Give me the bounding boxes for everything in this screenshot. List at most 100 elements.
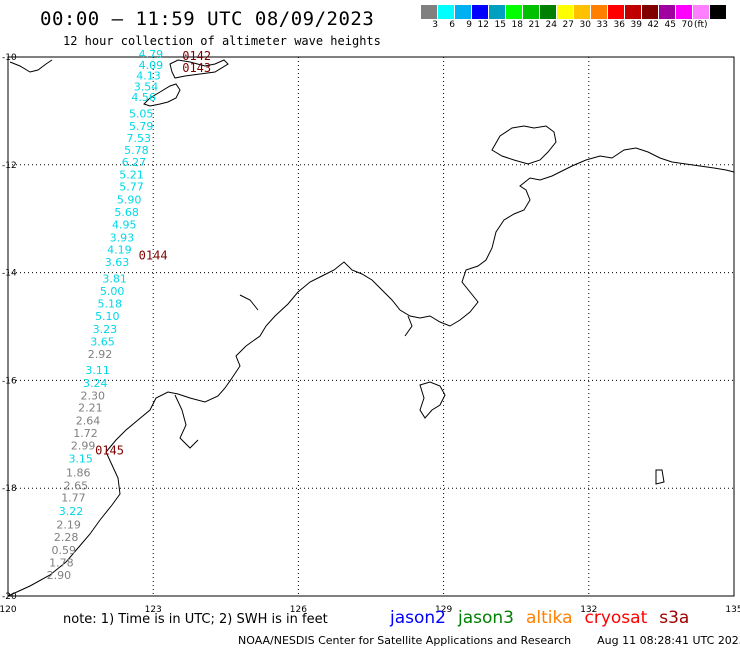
- legend-swatch: [625, 5, 642, 19]
- legend-label: 30: [579, 20, 591, 30]
- wave-height-value: 5.90: [117, 194, 142, 207]
- legend-swatch: [642, 5, 659, 19]
- latitude-tick-label: -16: [2, 376, 17, 386]
- wave-height-value: 5.10: [95, 310, 120, 323]
- legend-swatch: [693, 5, 710, 19]
- pass-time-label: 0145: [95, 443, 124, 457]
- legend-swatch: [608, 5, 625, 19]
- coastline-segment: [491, 125, 557, 165]
- credit-text: NOAA/NESDIS Center for Satellite Applica…: [238, 634, 572, 647]
- legend-swatch: [574, 5, 591, 19]
- wave-height-value: 2.21: [78, 402, 103, 415]
- coastline-segment: [174, 394, 199, 449]
- longitude-tick-label: 132: [580, 605, 597, 615]
- legend-swatch: [506, 5, 523, 19]
- legend-unit: (ft): [694, 20, 708, 30]
- wave-height-value: 2.30: [81, 389, 106, 402]
- wave-height-value: 5.00: [100, 285, 125, 298]
- coastline-segment: [169, 59, 229, 79]
- legend-label: 70: [681, 20, 693, 30]
- legend-label: 24: [545, 20, 557, 30]
- legend-swatch: [421, 5, 438, 19]
- wave-height-value: 5.18: [97, 298, 122, 311]
- legend-swatch: [591, 5, 608, 19]
- pass-time-label: 0144: [139, 248, 168, 262]
- legend-swatch: [523, 5, 540, 19]
- wave-height-value: 2.64: [76, 415, 101, 428]
- legend-swatch: [438, 5, 455, 19]
- map-subtitle: 12 hour collection of altimeter wave hei…: [63, 34, 381, 48]
- longitude-tick-label: 126: [290, 605, 307, 615]
- wave-height-value: 5.21: [119, 168, 144, 181]
- wave-height-value: 5.77: [119, 181, 144, 194]
- coastline-segment: [143, 83, 181, 107]
- axis-tick-labels: 120 123 126 129 132 135 -10 -12 -14 -16 -18 -20: [0, 53, 740, 615]
- wave-height-value: 5.68: [114, 206, 139, 219]
- wave-height-value: 2.65: [64, 479, 89, 492]
- legend-swatch: [455, 5, 472, 19]
- wave-height-value: 5.05: [129, 107, 154, 120]
- latitude-tick-label: -10: [2, 53, 17, 63]
- wave-height-value: 3.22: [59, 505, 84, 518]
- legend-label: 18: [511, 20, 523, 30]
- legend-swatch: [659, 5, 676, 19]
- wave-height-value: 5.78: [124, 144, 149, 157]
- legend-swatch: [540, 5, 557, 19]
- legend-label: 27: [562, 20, 574, 30]
- wave-height-value: 5.79: [129, 120, 154, 133]
- legend-swatch: [489, 5, 506, 19]
- wave-height-value: 3.54: [134, 80, 159, 93]
- wave-height-value: 3.23: [93, 323, 118, 336]
- satellite-name: altika: [526, 608, 573, 628]
- coastline: [7, 59, 735, 597]
- legend-label: 45: [664, 20, 676, 30]
- legend-label: 15: [494, 20, 506, 30]
- coastline-segment: [239, 294, 259, 311]
- latitude-tick-label: -20: [2, 592, 17, 602]
- wave-height-value: 4.95: [112, 218, 137, 231]
- satellite-legend: jason2 jason3 altika cryosat s3a: [390, 608, 701, 628]
- pass-time-label: 0143: [182, 61, 211, 75]
- wave-height-value: 7.53: [127, 132, 152, 145]
- latitude-tick-label: -14: [2, 269, 17, 279]
- footer-note: note: 1) Time is in UTC; 2) SWH is in fe…: [63, 612, 328, 627]
- wave-height-value: 4.56: [131, 91, 156, 104]
- legend-label: 6: [449, 20, 455, 30]
- pass-time-label: 0142: [182, 49, 211, 63]
- longitude-tick-label: 129: [435, 605, 452, 615]
- wave-height-value: 1.77: [61, 492, 86, 505]
- wave-height-value: 2.19: [56, 519, 81, 532]
- legend-label: 12: [477, 20, 489, 30]
- coastline-segment: [7, 147, 735, 597]
- wave-height-value: 4.09: [139, 59, 164, 72]
- latitude-tick-label: -18: [2, 484, 17, 494]
- wave-height-value: 4.13: [136, 70, 161, 83]
- wave-height-value: 0.59: [52, 544, 77, 557]
- credit-line: NOAA/NESDIS Center for Satellite Applica…: [238, 634, 740, 647]
- legend-label: 21: [528, 20, 540, 30]
- wave-height-value: 3.81: [102, 272, 127, 285]
- legend-label: 33: [596, 20, 608, 30]
- wave-height-value: 4.19: [107, 244, 132, 257]
- color-scale-legend: 3 6 9 12 15 18 21 24 27 30 33 36 39 42 45 70 (ft): [421, 5, 727, 30]
- legend-label: 3: [432, 20, 438, 30]
- legend-swatch: [710, 5, 727, 19]
- wave-height-value: 3.93: [110, 231, 135, 244]
- legend-label: 39: [630, 20, 642, 30]
- wave-height-value: 2.92: [88, 348, 113, 361]
- wave-height-value: 3.11: [85, 364, 110, 377]
- coastline-segment: [419, 381, 446, 419]
- wave-height-value: 6.27: [122, 156, 147, 169]
- longitude-tick-label: 123: [145, 605, 162, 615]
- map-frame: [7, 56, 735, 597]
- coastline-segment: [655, 469, 665, 485]
- legend-swatch: [676, 5, 693, 19]
- satellite-name: jason3: [458, 608, 514, 628]
- longitude-tick-label: 120: [0, 605, 17, 615]
- legend-swatch: [472, 5, 489, 19]
- latitude-tick-label: -12: [2, 161, 17, 171]
- legend-swatch: [557, 5, 574, 19]
- satellite-name: s3a: [659, 608, 690, 628]
- legend-label: 9: [466, 20, 472, 30]
